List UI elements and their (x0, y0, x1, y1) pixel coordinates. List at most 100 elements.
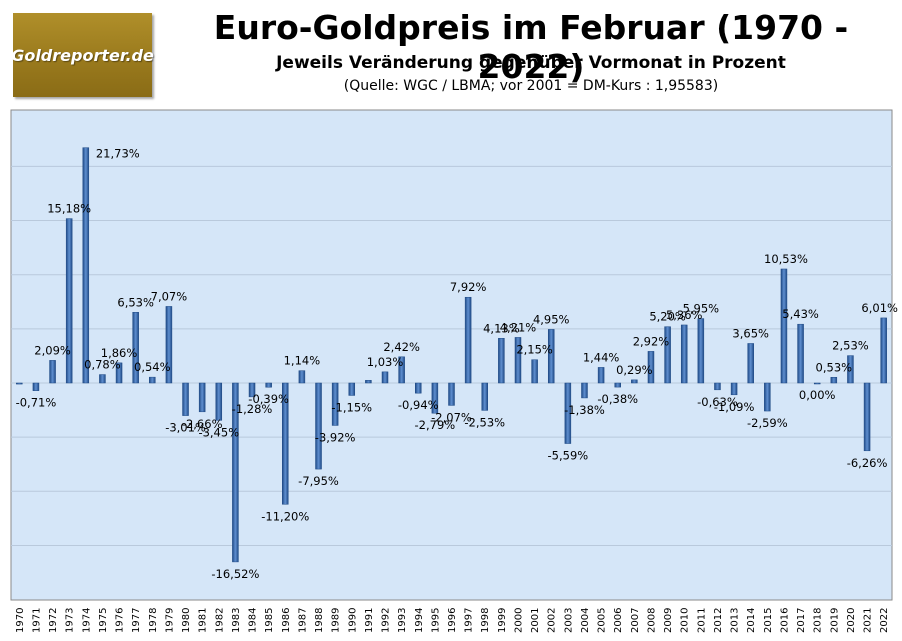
bar-1975 (99, 374, 106, 384)
x-tick-label: 1987 (297, 608, 308, 633)
bar-1987 (298, 370, 306, 384)
data-label: 1,86% (101, 346, 138, 360)
bar-2014 (747, 343, 754, 384)
bar-2006 (614, 382, 621, 388)
bar-2002 (547, 329, 555, 384)
data-label: -3,45% (198, 425, 239, 439)
data-label: 1,03% (367, 355, 404, 369)
bar-2010 (680, 324, 688, 384)
x-tick-label: 1994 (414, 608, 425, 633)
data-label: 6,01% (861, 301, 898, 315)
x-tick-label: 2003 (563, 608, 574, 633)
x-tick-label: 1995 (430, 608, 441, 633)
data-label: -2,59% (747, 416, 788, 430)
chart-title: Euro-Goldpreis im Februar (1970 - 2022) (213, 8, 849, 86)
x-tick-label: 1981 (198, 608, 209, 633)
data-label: -2,66% (182, 417, 223, 431)
bar-1998 (481, 382, 488, 411)
bar-1990 (348, 382, 356, 396)
bar-1984 (248, 382, 256, 398)
data-label: 0,54% (134, 360, 171, 374)
data-label: -1,15% (331, 400, 372, 414)
data-label: -0,39% (248, 392, 289, 406)
x-tick-label: 2011 (696, 608, 707, 633)
data-label: -0,38% (597, 392, 638, 406)
x-tick-label: 1980 (181, 608, 192, 633)
bar-1988 (315, 382, 322, 470)
bar-1983 (232, 382, 239, 563)
x-tick-label: 2001 (530, 608, 541, 633)
x-tick-label: 1976 (115, 608, 126, 633)
data-label: -1,28% (232, 402, 273, 416)
x-tick-label: 2018 (813, 608, 824, 633)
bar-2004 (581, 382, 588, 399)
bar-2008 (647, 351, 655, 384)
x-tick-label: 1997 (464, 608, 475, 633)
data-label: 10,53% (764, 252, 808, 266)
x-tick-label: 2004 (580, 608, 591, 633)
data-label: 2,42% (383, 340, 420, 354)
bar-1985 (265, 382, 272, 388)
bar-2001 (531, 359, 538, 384)
bar-2022 (880, 317, 887, 384)
bar-1980 (182, 382, 189, 416)
x-tick-label: 1977 (131, 608, 142, 633)
x-tick-label: 2016 (779, 608, 790, 633)
chart-subtitle: Jeweils Veränderung gegenüber Vormonat i… (276, 53, 786, 73)
data-label: 4,95% (533, 312, 570, 326)
data-label: 5,36% (666, 308, 703, 322)
data-label: 0,78% (84, 358, 121, 372)
x-tick-label: 1973 (65, 608, 76, 633)
x-tick-label: 1992 (381, 608, 392, 633)
x-tick-label: 1993 (397, 608, 408, 633)
x-tick-label: 2005 (597, 608, 608, 633)
data-label: -0,71% (16, 396, 57, 410)
bar-2009 (664, 326, 671, 384)
data-label: -2,07% (431, 410, 472, 424)
logo-text: Goldreporter.de (11, 45, 154, 65)
bar-2020 (847, 355, 854, 384)
x-tick-label: 1999 (497, 608, 508, 633)
x-tick-label: 1989 (331, 608, 342, 633)
goldreporter-logo[interactable]: Goldreporter.de (11, 13, 154, 97)
x-tick-label: 2006 (613, 608, 624, 633)
bar-2016 (780, 268, 788, 384)
x-tick-label: 1971 (31, 608, 42, 633)
chart-source: (Quelle: WGC / LBMA; vor 2001 = DM-Kurs … (343, 78, 719, 94)
data-label: 2,09% (34, 343, 71, 357)
bar-1977 (132, 312, 139, 384)
x-tick-label: 2014 (746, 608, 757, 633)
data-label: -2,53% (464, 415, 505, 429)
bar-2015 (764, 382, 771, 412)
x-tick-label: 1983 (231, 608, 242, 633)
bar-1981 (198, 382, 206, 413)
x-tick-label: 1978 (148, 608, 159, 633)
data-label: -5,59% (548, 449, 589, 463)
data-label: 0,29% (616, 363, 653, 377)
plot-area (10, 109, 893, 601)
bar-2013 (730, 382, 738, 396)
data-label: -1,38% (564, 403, 605, 417)
x-tick-label: 2008 (646, 608, 657, 633)
x-tick-label: 2020 (846, 608, 857, 633)
bar-1991 (365, 380, 372, 384)
data-label: 5,95% (683, 302, 720, 316)
bar-1986 (282, 382, 289, 505)
bar-1995 (431, 382, 439, 414)
bar-1978 (149, 376, 156, 384)
x-tick-label: 1970 (15, 608, 26, 633)
data-label: 7,92% (450, 280, 487, 294)
x-tick-label: 1991 (364, 608, 375, 633)
data-label: 2,53% (832, 339, 869, 353)
bar-2007 (631, 379, 638, 384)
x-tick-label: 2017 (796, 608, 807, 633)
x-tick-label: 2022 (879, 608, 890, 633)
bar-1974 (82, 147, 90, 384)
bar-1999 (498, 338, 505, 384)
data-label: -11,20% (261, 509, 309, 523)
x-tick-label: 2013 (730, 608, 741, 633)
data-label: 15,18% (47, 202, 91, 216)
bar-1996 (448, 382, 455, 406)
x-tick-label: 2019 (829, 608, 840, 633)
